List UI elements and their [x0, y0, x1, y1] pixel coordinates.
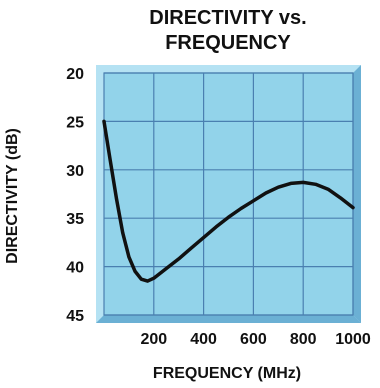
- x-tick-800: 800: [290, 331, 317, 348]
- plot-border: [103, 72, 354, 316]
- grid-lines: [103, 72, 354, 316]
- x-tick-400: 400: [190, 331, 217, 348]
- y-tick-25: 25: [66, 114, 84, 131]
- y-tick-35: 35: [66, 211, 84, 228]
- chart-title-line-2: FREQUENCY: [165, 32, 291, 54]
- frame-bottom-bevel: [96, 315, 361, 323]
- series-line: [102, 119, 355, 283]
- y-tick-labels: 20 25 30 35 40 45: [66, 66, 84, 325]
- x-axis-label: FREQUENCY (MHz): [153, 365, 301, 382]
- chart-title-line-1: DIRECTIVITY vs.: [149, 7, 306, 29]
- plot-area: [104, 73, 353, 315]
- frame-right-bevel: [353, 65, 361, 323]
- series-curve-group: [102, 119, 355, 283]
- y-tick-40: 40: [66, 260, 84, 277]
- x-tick-1000: 1000: [335, 331, 371, 348]
- plot-background: [104, 73, 353, 315]
- x-tick-600: 600: [240, 331, 267, 348]
- y-tick-45: 45: [66, 308, 84, 325]
- y-tick-20: 20: [66, 66, 84, 83]
- y-tick-30: 30: [66, 163, 84, 180]
- y-axis-label: DIRECTIVITY (dB): [4, 128, 21, 264]
- x-tick-labels: 200 400 600 800 1000: [140, 331, 370, 348]
- x-tick-200: 200: [140, 331, 167, 348]
